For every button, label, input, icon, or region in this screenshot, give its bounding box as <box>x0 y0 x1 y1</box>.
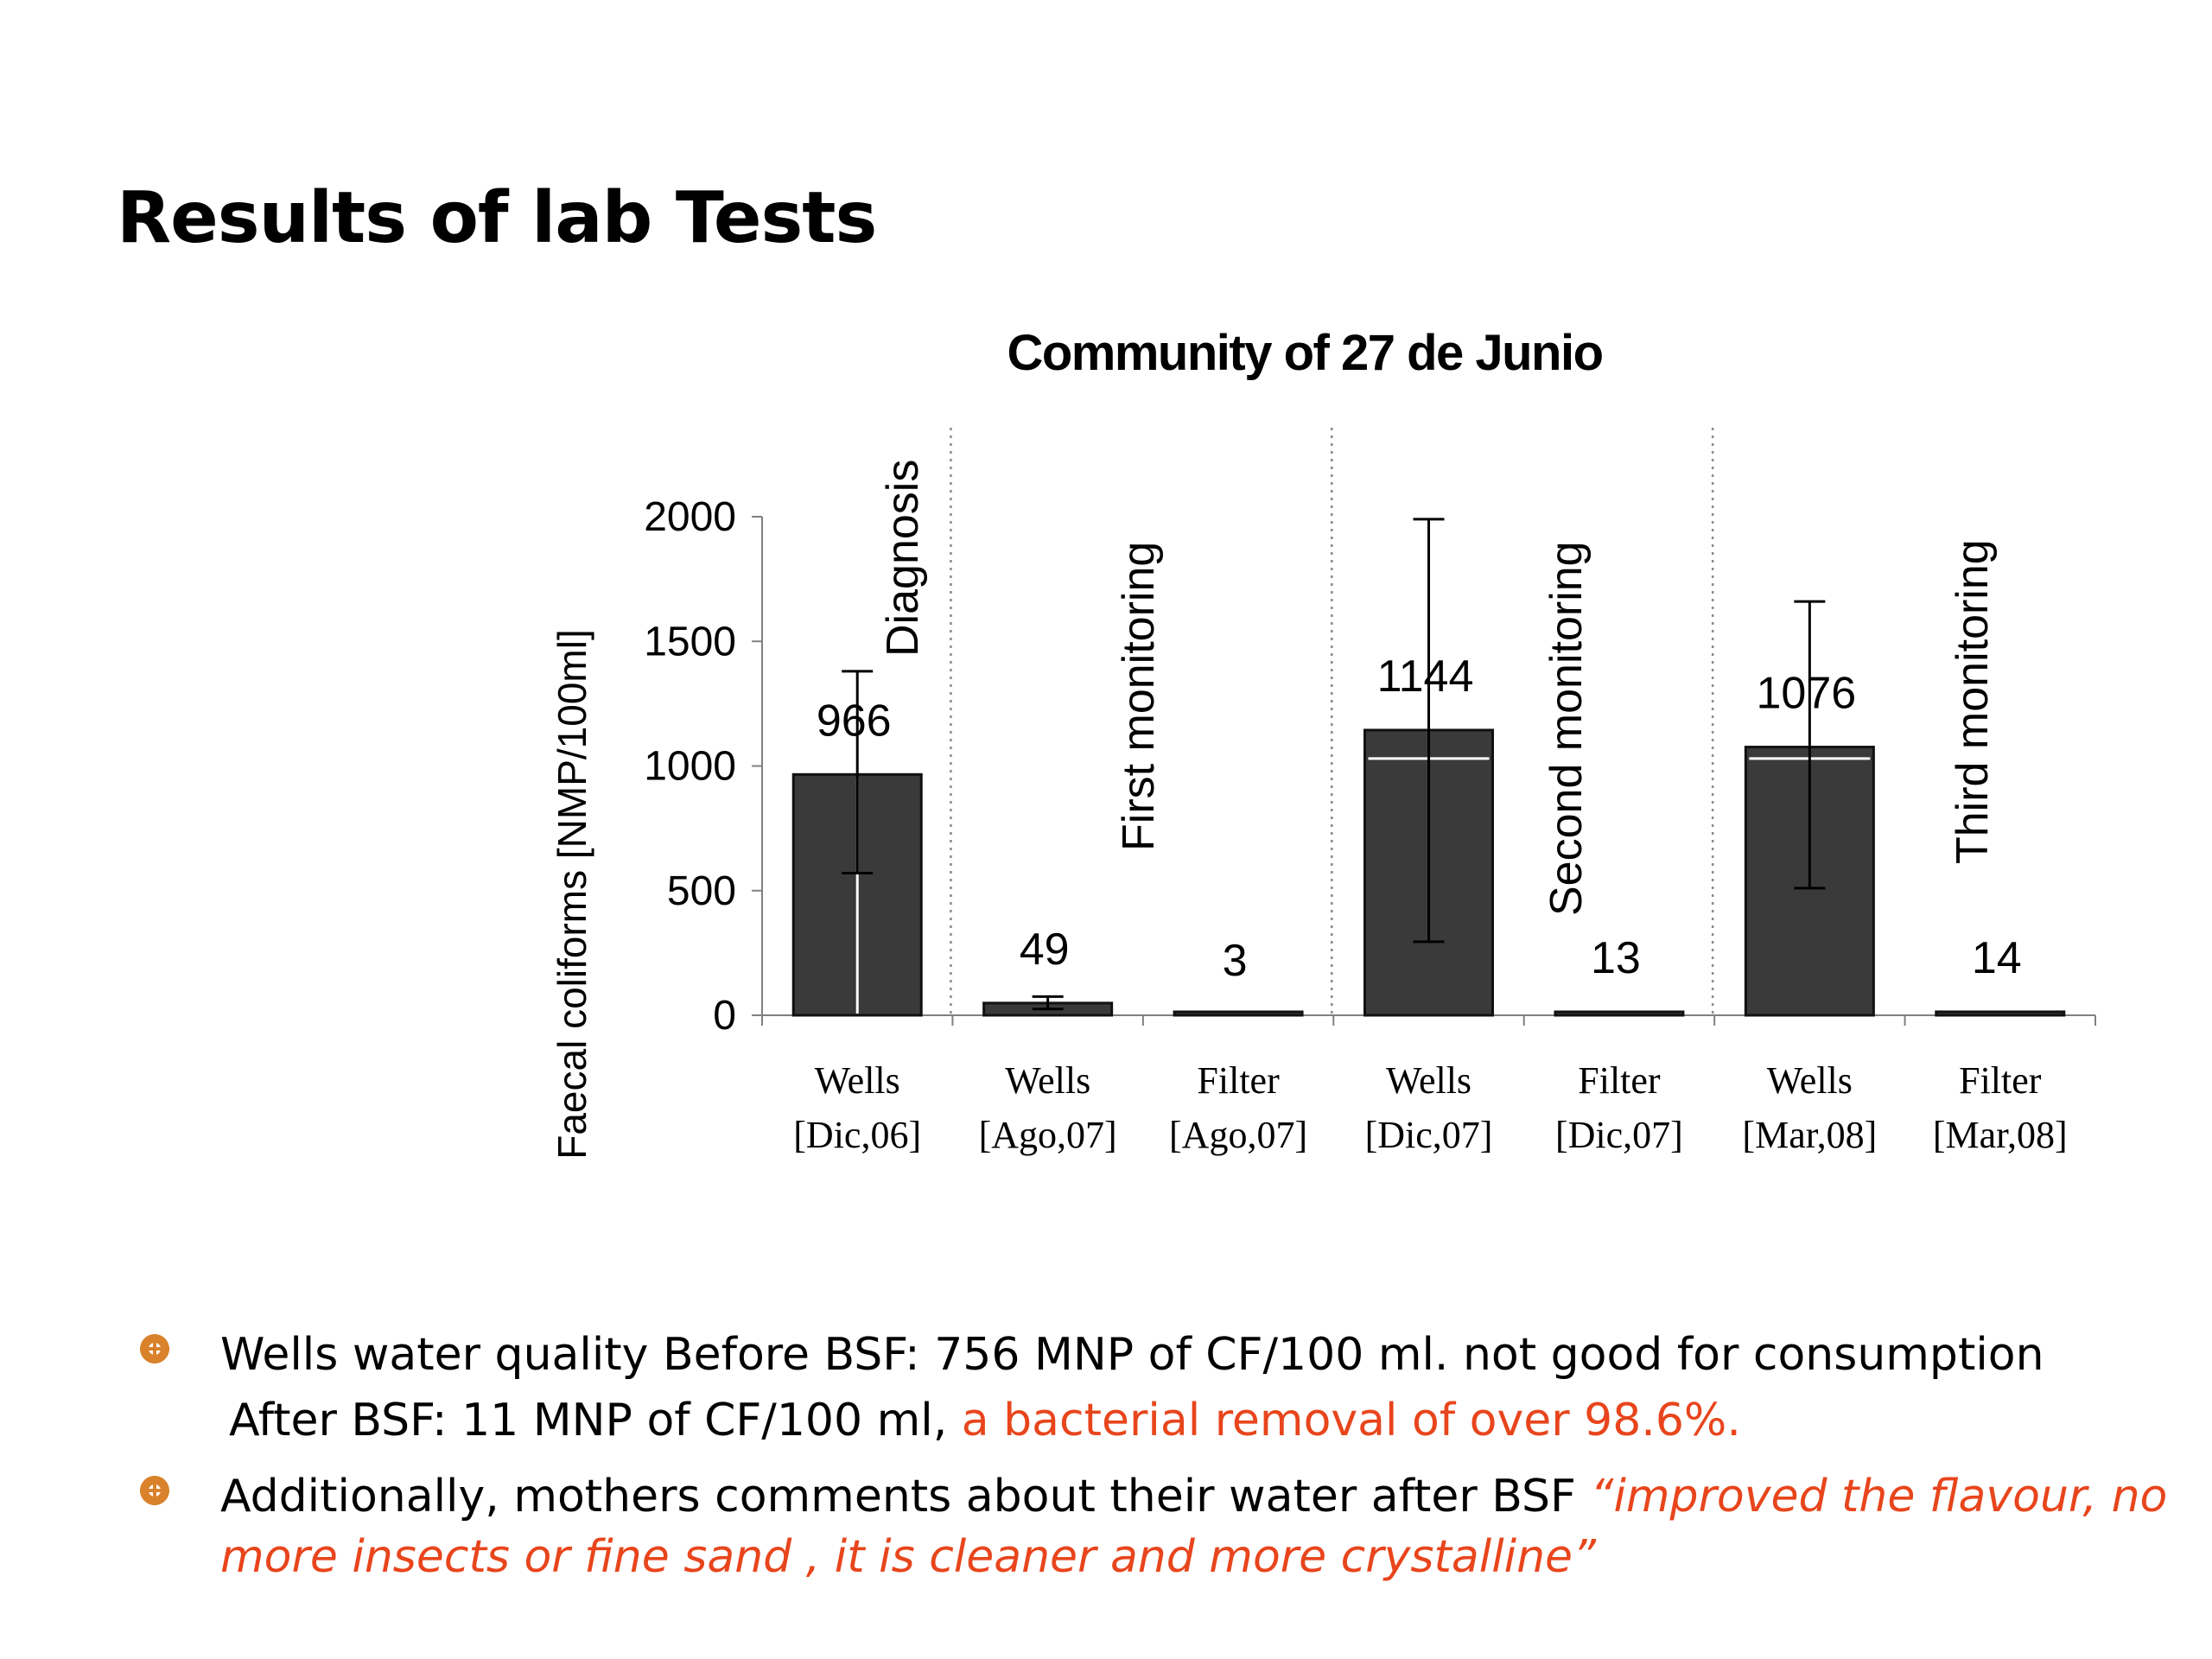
y-axis-label: Faecal coliforms [NMP/100ml] <box>550 629 594 1160</box>
x-category-label: Wells <box>1767 1059 1853 1102</box>
data-label: 1076 <box>1757 669 1857 719</box>
x-category-date: [Ago,07] <box>1169 1114 1307 1156</box>
y-tick-label: 0 <box>713 993 736 1039</box>
y-tick-label: 500 <box>667 868 736 914</box>
bar <box>1173 1010 1304 1017</box>
bullet-1-after-text: After BSF: 11 MNP of CF/100 ml, <box>229 1395 962 1446</box>
bullet-2-quote-start: “improved the flavour, no <box>1590 1471 2168 1522</box>
x-category-date: [Mar,08] <box>1933 1114 2068 1156</box>
data-label: 966 <box>817 696 892 746</box>
phase-label: First monitoring <box>1114 542 1164 851</box>
x-category-date: [Dic,06] <box>793 1114 921 1156</box>
bullet-2-line-1: Additionally, mothers comments about the… <box>220 1464 2167 1529</box>
chart-title: Community of 27 de Junio <box>1007 325 1602 381</box>
data-label: 49 <box>1020 925 1070 975</box>
phase-label: Diagnosis <box>878 460 928 657</box>
x-category-label: Wells <box>1005 1059 1090 1102</box>
y-tick-label: 1000 <box>644 744 736 790</box>
bullet-2-quote-end: more insects or fine sand , it is cleane… <box>220 1531 1596 1583</box>
bullet-list: Wells water quality Before BSF: 756 MNP … <box>138 1322 2167 1585</box>
x-category-date: [Dic,07] <box>1555 1114 1683 1156</box>
bullet-1-highlight: a bacterial removal of over 98.6%. <box>961 1395 1741 1446</box>
bullet-item-1: Wells water quality Before BSF: 756 MNP … <box>138 1322 2152 1453</box>
slide-title: Results of lab Tests <box>117 177 877 259</box>
x-category-label: Filter <box>1578 1059 1661 1102</box>
x-category-label: Filter <box>1197 1059 1280 1102</box>
bar-chart: Community of 27 de Junio Faecal coliform… <box>550 325 2096 1160</box>
x-category-label: Filter <box>1959 1059 2042 1102</box>
data-label: 1144 <box>1377 652 1474 702</box>
bullet-2-text: Additionally, mothers comments about the… <box>220 1471 1591 1522</box>
y-tick-label: 1500 <box>644 619 736 664</box>
chart-body: 0 500 1000 1500 2000 966 49 3 1144 13 1076 14 Wells [… <box>644 428 2096 1156</box>
phase-label: Third monitoring <box>1948 539 1998 864</box>
data-label: 13 <box>1591 933 1641 983</box>
orange-bullet-icon <box>140 1476 169 1505</box>
data-label: 3 <box>1223 936 1248 986</box>
x-category-label: Wells <box>1386 1059 1471 1102</box>
y-tick-label: 2000 <box>644 494 736 540</box>
bullet-1-line-2: After BSF: 11 MNP of CF/100 ml, a bacter… <box>220 1388 2152 1453</box>
bullet-item-2: Additionally, mothers comments about the… <box>138 1464 2167 1585</box>
x-category-date: [Ago,07] <box>979 1114 1117 1156</box>
data-label: 14 <box>1972 933 2022 983</box>
orange-bullet-icon <box>140 1334 169 1363</box>
phase-label: Second monitoring <box>1541 541 1592 916</box>
bar <box>1935 1010 2066 1017</box>
bar <box>1554 1010 1685 1017</box>
x-category-label: Wells <box>815 1059 900 1102</box>
x-category-date: [Dic,07] <box>1365 1114 1493 1156</box>
x-category-date: [Mar,08] <box>1742 1114 1877 1156</box>
bullet-1-line-1: Wells water quality Before BSF: 756 MNP … <box>220 1329 2044 1381</box>
